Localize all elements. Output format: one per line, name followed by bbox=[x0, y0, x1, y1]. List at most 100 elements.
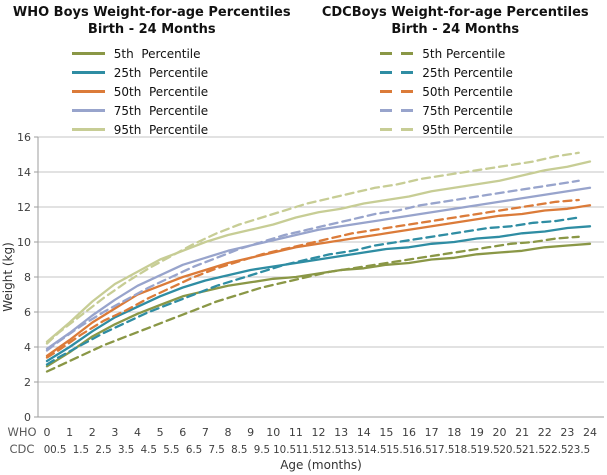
solid-line-swatch-icon bbox=[71, 90, 105, 93]
x-tick-label: 18.5 bbox=[454, 444, 477, 456]
x-tick-label: 16 bbox=[402, 426, 416, 439]
legend-label: 5th Percentile bbox=[422, 46, 506, 61]
x-tick-label: 7 bbox=[202, 426, 209, 439]
cdc-p5-line bbox=[45, 235, 580, 373]
x-tick-label: 4.5 bbox=[141, 444, 157, 456]
x-tick-label: 4 bbox=[134, 426, 141, 439]
legends-row: 5th Percentile 25th Percentile 50th Perc… bbox=[0, 44, 607, 139]
x-tick-label: 8 bbox=[225, 426, 232, 439]
x-tick-label: 5.5 bbox=[163, 444, 179, 456]
x-tick-label: 9.5 bbox=[254, 444, 270, 456]
cdc-legend-item-25th: 25th Percentile bbox=[380, 63, 530, 82]
who-legend-item-50th: 50th Percentile bbox=[71, 82, 232, 101]
cdc-legend-item-95th: 95th Percentile bbox=[380, 120, 530, 139]
legend-label: 25th Percentile bbox=[113, 65, 209, 80]
cdc-title-line2: Birth - 24 Months bbox=[391, 22, 520, 37]
who-chart-title: WHO Boys Weight-for-age Percentiles Birt… bbox=[0, 4, 304, 38]
x-tick-label: 7.5 bbox=[208, 444, 224, 456]
solid-line-swatch-icon bbox=[71, 109, 105, 112]
x-tick-label: 3 bbox=[111, 426, 118, 439]
cdc-p75-line bbox=[45, 179, 580, 352]
x-tick-label: 8.5 bbox=[231, 444, 247, 456]
cdc-p25-line bbox=[45, 216, 580, 366]
solid-line-swatch-icon bbox=[71, 52, 105, 55]
cdc-p50-line bbox=[45, 198, 580, 359]
x-tick-label: 22 bbox=[538, 426, 552, 439]
x-tick-label: 20.5 bbox=[499, 444, 522, 456]
x-tick-label: 3.5 bbox=[118, 444, 134, 456]
x-tick-label: 2.5 bbox=[95, 444, 111, 456]
x-tick-label: 11.5 bbox=[296, 444, 319, 456]
x-tick-label: 19.5 bbox=[477, 444, 500, 456]
who-title-line1: WHO Boys Weight-for-age Percentiles bbox=[12, 5, 291, 20]
x-tick-label: 17 bbox=[425, 426, 439, 439]
x-tick-label: 21.5 bbox=[522, 444, 545, 456]
x-tick-label: 14 bbox=[357, 426, 371, 439]
legend-label: 5th Percentile bbox=[113, 46, 201, 61]
x-tick-label: 23.5 bbox=[567, 444, 590, 456]
x-tick-label: 20 bbox=[493, 426, 507, 439]
who-legend-item-95th: 95th Percentile bbox=[71, 120, 232, 139]
who-title-line2: Birth - 24 Months bbox=[87, 22, 216, 37]
dashed-line-swatch-icon bbox=[380, 109, 414, 112]
x-row-header-who: WHO bbox=[7, 425, 36, 439]
x-tick-label: 1 bbox=[66, 426, 73, 439]
cdc-legend-item-75th: 75th Percentile bbox=[380, 101, 530, 120]
y-tick-label: 14 bbox=[17, 166, 31, 179]
y-tick-label: 4 bbox=[24, 341, 31, 354]
who-legend-item-25th: 25th Percentile bbox=[71, 63, 232, 82]
x-tick-label: 18 bbox=[447, 426, 461, 439]
x-tick-label: 10.5 bbox=[273, 444, 296, 456]
dashed-line-swatch-icon bbox=[380, 90, 414, 93]
x-tick-label: 16.5 bbox=[409, 444, 432, 456]
dashed-line-swatch-icon bbox=[380, 128, 414, 131]
x-tick-label: 13 bbox=[334, 426, 348, 439]
legend-label: 50th Percentile bbox=[422, 84, 513, 99]
x-tick-label: 13.5 bbox=[341, 444, 364, 456]
x-tick-label: 19 bbox=[470, 426, 484, 439]
who-legend-item-5th: 5th Percentile bbox=[71, 44, 232, 63]
x-tick-label: 0 bbox=[44, 426, 51, 439]
x-tick-label: 22.5 bbox=[545, 444, 568, 456]
y-tick-label: 6 bbox=[24, 306, 31, 319]
who-p5-line bbox=[45, 242, 592, 368]
dashed-line-swatch-icon bbox=[380, 52, 414, 55]
x-tick-label: 1.5 bbox=[73, 444, 89, 456]
cdc-p95-line bbox=[45, 151, 580, 345]
x-tick-label: 17.5 bbox=[431, 444, 454, 456]
x-tick-label: 15.5 bbox=[386, 444, 409, 456]
y-axis-title: Weight (kg) bbox=[1, 242, 15, 312]
x-tick-label: 6 bbox=[179, 426, 186, 439]
y-tick-label: 10 bbox=[17, 236, 31, 249]
who-p25-line bbox=[45, 225, 592, 363]
legend-label: 95th Percentile bbox=[113, 122, 209, 137]
x-tick-label: 15 bbox=[379, 426, 393, 439]
x-tick-label: 2 bbox=[89, 426, 96, 439]
solid-line-swatch-icon bbox=[71, 71, 105, 74]
solid-line-swatch-icon bbox=[71, 128, 105, 131]
cdc-chart-title: CDCBoys Weight-for-age Percentiles Birth… bbox=[304, 4, 607, 38]
x-tick-label: 11 bbox=[289, 426, 303, 439]
who-legend-item-75th: 75th Percentile bbox=[71, 101, 232, 120]
x-row-header-cdc: CDC bbox=[10, 442, 35, 456]
x-tick-label: 14.5 bbox=[364, 444, 387, 456]
cdc-legend-item-50th: 50th Percentile bbox=[380, 82, 530, 101]
x-tick-label: 21 bbox=[515, 426, 529, 439]
cdc-title-line1: CDCBoys Weight-for-age Percentiles bbox=[321, 5, 589, 20]
x-tick-label: 23 bbox=[560, 426, 574, 439]
x-tick-label: 10 bbox=[266, 426, 280, 439]
x-tick-label: 24 bbox=[583, 426, 597, 439]
who-p75-line bbox=[45, 186, 592, 350]
x-tick-label: 12.5 bbox=[318, 444, 341, 456]
y-tick-label: 2 bbox=[24, 376, 31, 389]
x-tick-label: 0.5 bbox=[50, 444, 66, 456]
legend-label: 75th Percentile bbox=[113, 103, 209, 118]
legend-label: 25th Percentile bbox=[422, 65, 513, 80]
cdc-legend-item-5th: 5th Percentile bbox=[380, 44, 530, 63]
x-tick-label: 0 bbox=[44, 444, 51, 456]
titles-row: WHO Boys Weight-for-age Percentiles Birt… bbox=[0, 0, 607, 38]
y-tick-label: 12 bbox=[17, 201, 31, 214]
dashed-line-swatch-icon bbox=[380, 71, 414, 74]
